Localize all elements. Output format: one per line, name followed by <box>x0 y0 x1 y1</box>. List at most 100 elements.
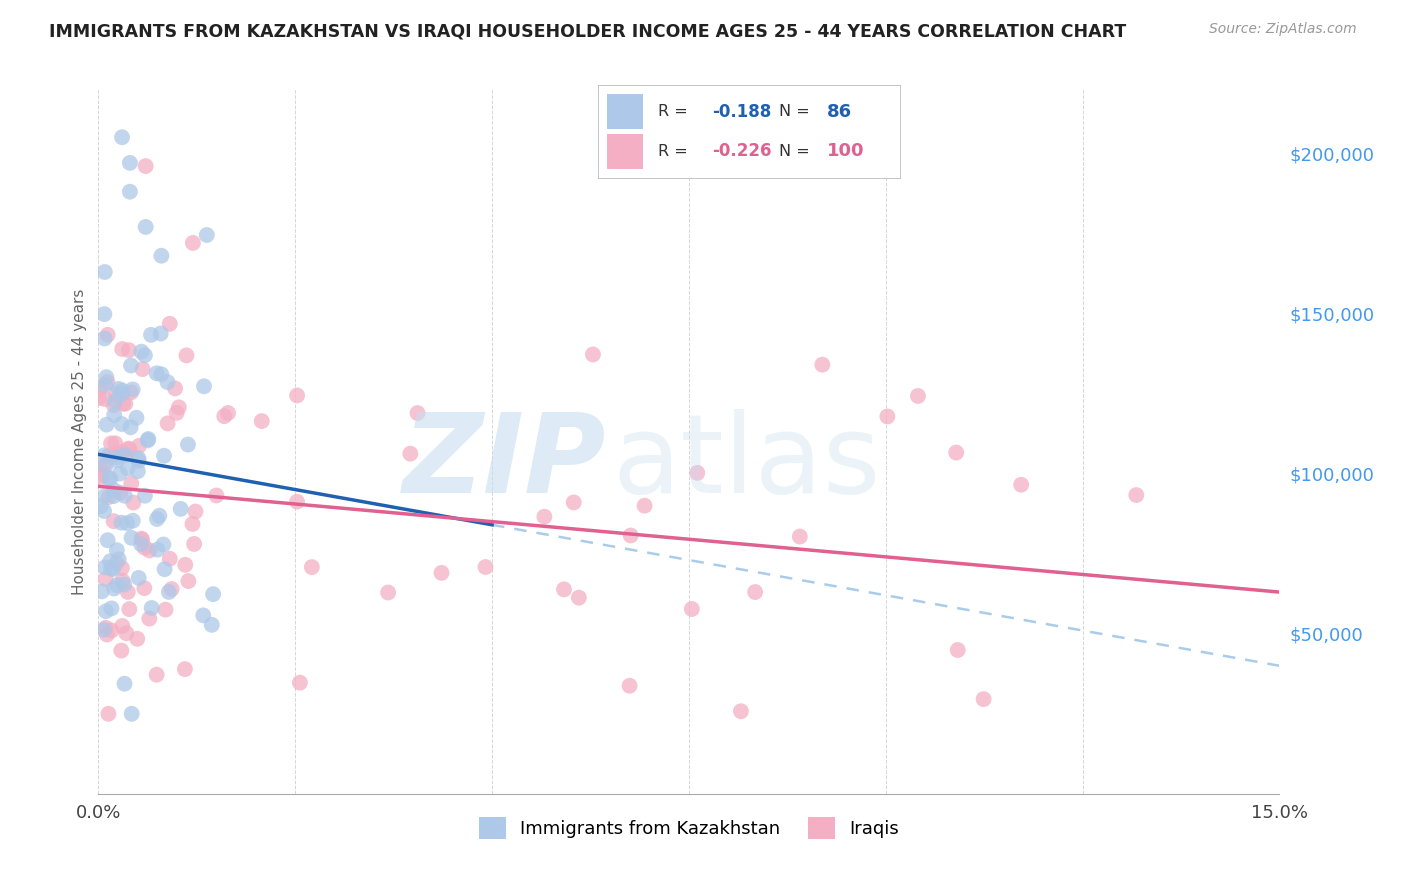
Point <box>744 585 766 599</box>
Point <box>730 704 752 718</box>
Point <box>250 414 273 428</box>
Point <box>94 392 117 406</box>
Point <box>110 445 132 459</box>
Point <box>103 408 125 422</box>
Point <box>120 385 142 400</box>
Point <box>945 445 967 459</box>
Point <box>110 643 132 657</box>
Point <box>89 461 111 475</box>
Point <box>1125 488 1147 502</box>
Point <box>101 562 124 576</box>
Point <box>288 675 311 690</box>
Point <box>93 331 115 345</box>
Point <box>103 582 125 596</box>
Point <box>157 585 180 599</box>
Point <box>165 381 187 395</box>
Point <box>93 490 115 504</box>
Point <box>134 489 156 503</box>
Point <box>134 581 156 595</box>
Point <box>193 379 215 393</box>
Point <box>134 348 156 362</box>
Point <box>973 692 995 706</box>
Point <box>127 451 149 466</box>
Point <box>105 543 128 558</box>
Point <box>149 326 172 341</box>
Point <box>131 344 153 359</box>
Point <box>620 528 643 542</box>
Point <box>117 442 139 456</box>
Point <box>145 366 167 380</box>
Point <box>619 679 641 693</box>
Point <box>111 561 134 575</box>
Point <box>148 508 170 523</box>
Point <box>153 449 176 463</box>
Point <box>105 386 128 401</box>
Point <box>94 265 117 279</box>
Point <box>105 556 128 570</box>
Point <box>118 343 141 358</box>
Point <box>96 627 118 641</box>
Point <box>90 499 112 513</box>
Point <box>93 448 115 462</box>
Point <box>201 617 224 632</box>
Text: IMMIGRANTS FROM KAZAKHSTAN VS IRAQI HOUSEHOLDER INCOME AGES 25 - 44 YEARS CORREL: IMMIGRANTS FROM KAZAKHSTAN VS IRAQI HOUS… <box>49 22 1126 40</box>
Point <box>97 449 120 463</box>
Point <box>94 604 117 618</box>
Point <box>94 560 117 574</box>
Point <box>183 537 205 551</box>
Point <box>176 348 198 362</box>
Point <box>97 533 120 548</box>
Point <box>97 490 120 504</box>
Point <box>160 582 183 596</box>
Point <box>93 307 115 321</box>
Point <box>553 582 575 597</box>
Text: N =: N = <box>779 104 815 120</box>
Point <box>121 383 143 397</box>
Point <box>406 406 429 420</box>
Point <box>184 504 207 518</box>
Point <box>118 185 141 199</box>
Point <box>138 611 160 625</box>
Text: 86: 86 <box>827 103 852 120</box>
Point <box>562 495 585 509</box>
Point <box>153 562 176 576</box>
Point <box>166 406 188 420</box>
Point <box>177 574 200 588</box>
Point <box>127 464 149 478</box>
Point <box>146 542 169 557</box>
Point <box>107 382 129 396</box>
Point <box>128 439 150 453</box>
Point <box>111 130 134 145</box>
Point <box>155 602 177 616</box>
Point <box>876 409 898 424</box>
Point <box>138 543 160 558</box>
Point <box>100 436 122 450</box>
Point <box>474 560 496 574</box>
Point <box>114 489 136 503</box>
Point <box>97 327 120 342</box>
Point <box>105 453 128 467</box>
Point <box>150 368 173 382</box>
Point <box>633 499 655 513</box>
Point <box>94 458 117 473</box>
Point <box>100 624 122 638</box>
Point <box>205 488 228 502</box>
Point <box>104 394 127 409</box>
Point <box>1010 477 1032 491</box>
Point <box>104 447 127 461</box>
Point <box>131 362 153 376</box>
Point <box>94 377 117 392</box>
Point <box>128 571 150 585</box>
Text: atlas: atlas <box>612 409 880 516</box>
Point <box>98 472 121 486</box>
Bar <box>606 134 643 169</box>
Point <box>118 156 141 170</box>
Point <box>946 643 969 657</box>
Point <box>141 601 163 615</box>
Point <box>193 608 215 623</box>
Point <box>110 516 132 530</box>
Point <box>174 558 197 572</box>
Point <box>96 370 118 384</box>
Point <box>285 388 308 402</box>
Point <box>120 420 142 434</box>
